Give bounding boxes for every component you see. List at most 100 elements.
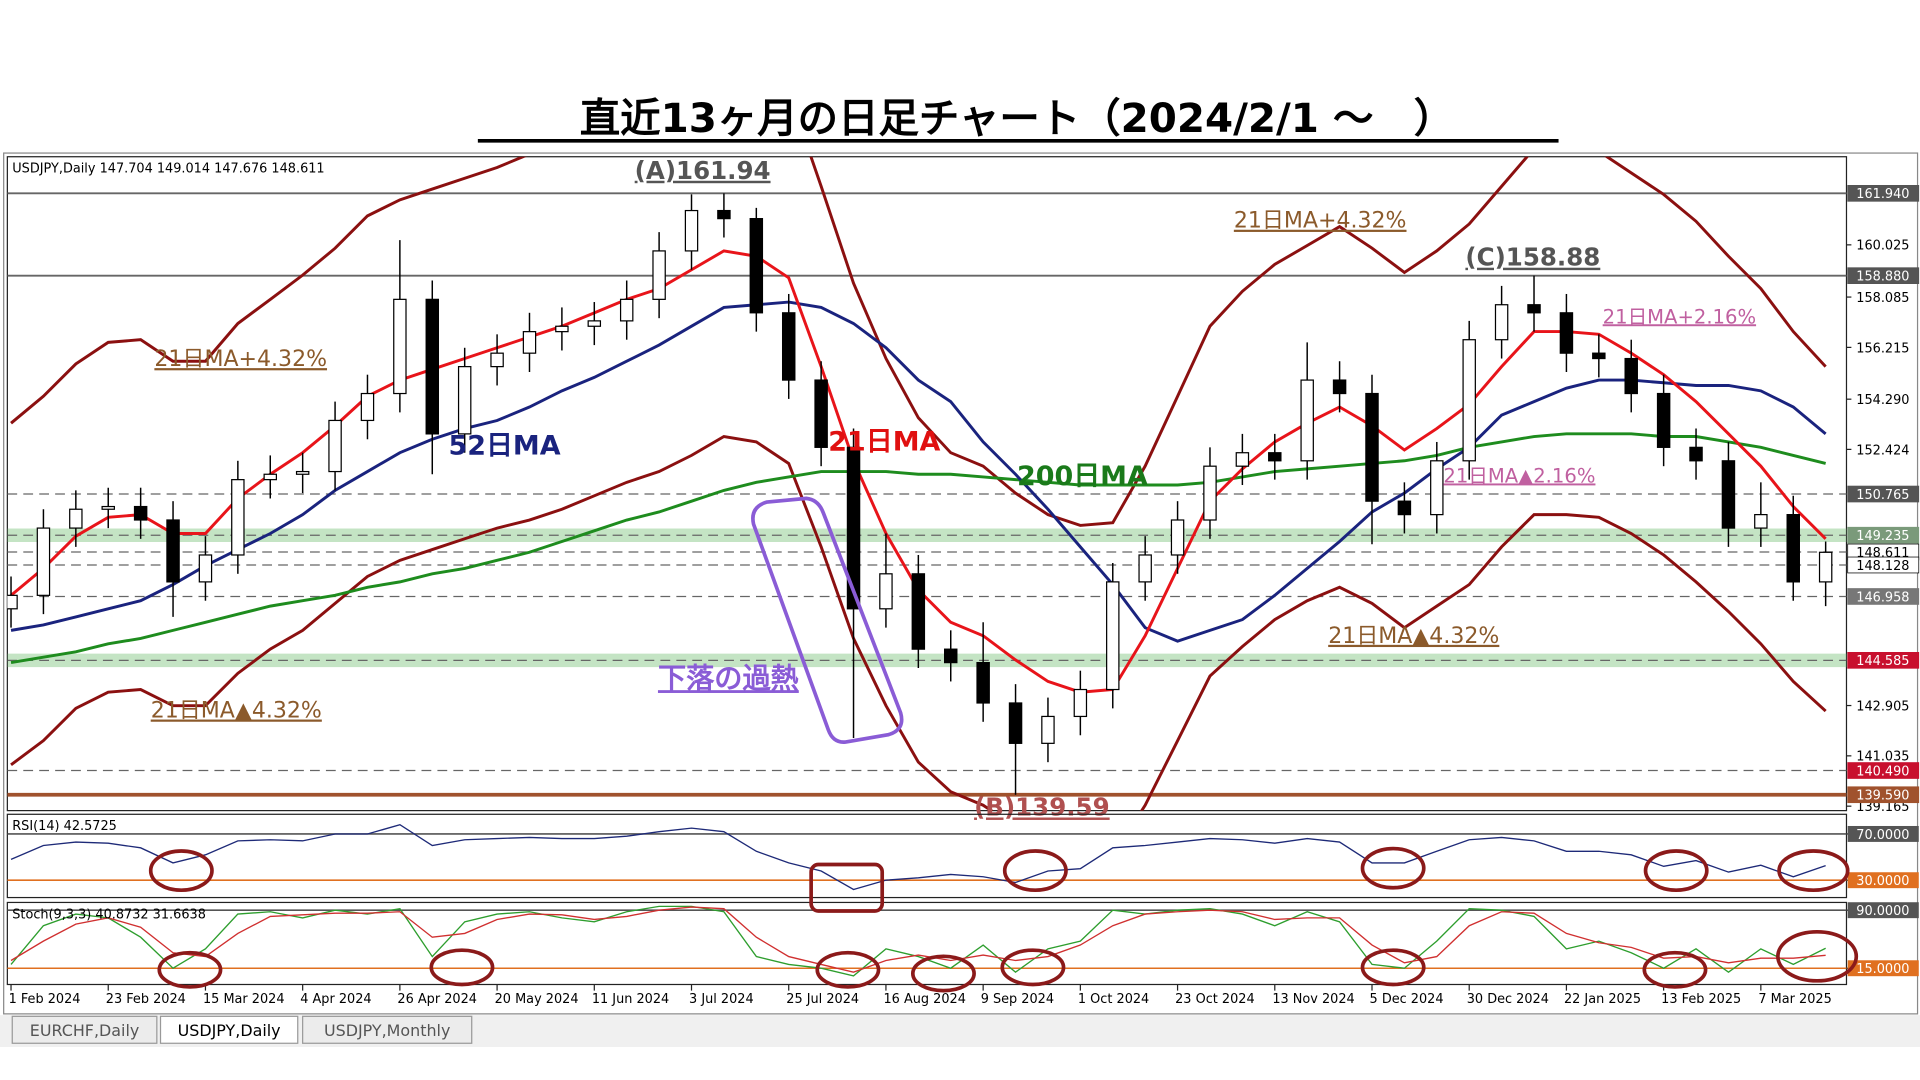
x-tick-label: 23 Feb 2024: [106, 992, 186, 1007]
candle-body: [717, 209, 731, 220]
annotation: 200日MA: [1017, 461, 1148, 492]
highlight-circle: [1002, 849, 1068, 893]
candle-body: [1592, 352, 1606, 360]
highlight-circle: [148, 849, 214, 893]
candle-body: [619, 298, 634, 322]
axis-label-box: [1847, 902, 1919, 919]
candle-body: [425, 298, 440, 435]
annotation: 21日MA▲2.16%: [1443, 464, 1595, 487]
y-tick-label: 90.0000: [1856, 904, 1909, 919]
candle-body: [1462, 339, 1476, 462]
y-tick-label: 154.290: [1856, 393, 1909, 408]
annotation: 21日MA+2.16%: [1603, 305, 1756, 328]
series-line: [10, 432, 1827, 665]
x-tick-label: 13 Nov 2024: [1272, 992, 1354, 1007]
candle-body: [7, 594, 18, 610]
candle-body: [101, 505, 115, 510]
candle-body: [1721, 460, 1736, 529]
y-tick-label: 139.165: [1856, 800, 1909, 815]
panel-plot: [7, 905, 1847, 977]
candle-body: [555, 325, 569, 333]
candle-body: [166, 519, 180, 583]
annotation: 52日MA: [448, 430, 560, 461]
candle-body: [1397, 500, 1412, 516]
candle-body: [1559, 312, 1574, 354]
level-label-box: [1847, 526, 1920, 544]
candle-body: [393, 298, 407, 395]
tab-label: USDJPY,Monthly: [324, 1021, 450, 1040]
annotation: (C)158.88: [1465, 243, 1600, 272]
terminal-frame: [3, 152, 1919, 1015]
x-tick-label: 5 Dec 2024: [1370, 992, 1444, 1007]
tab-label: USDJPY,Daily: [178, 1021, 281, 1040]
x-tick-label: 30 Dec 2024: [1467, 992, 1549, 1007]
highlight-circle: [1360, 948, 1426, 987]
highlight-circle: [429, 948, 495, 987]
candle-body: [1235, 452, 1250, 467]
annotation: (B)139.59: [974, 793, 1110, 822]
panel-plot: [7, 823, 1847, 891]
level-label-box: [1847, 762, 1920, 779]
y-tick-label: 152.424: [1856, 443, 1909, 458]
highlight-circle: [157, 950, 223, 989]
series-line: [10, 905, 1826, 977]
highlight-circle: [1000, 948, 1066, 987]
panel-frame: [6, 813, 1848, 899]
y-tick-label: 70.0000: [1856, 828, 1909, 843]
highlight-circle: [1776, 930, 1859, 983]
candle-body: [976, 662, 990, 704]
x-tick-label: 9 Sep 2024: [981, 992, 1054, 1007]
panel-plot: [7, 156, 1847, 811]
candle-body: [911, 573, 926, 650]
y-tick-label: 142.905: [1856, 699, 1909, 714]
highlight-circle: [1643, 849, 1709, 893]
axis-label-box: [1847, 960, 1919, 977]
candle-body: [1786, 514, 1800, 583]
panel-header: RSI(14) 42.5725: [12, 819, 117, 834]
candle-body: [1430, 460, 1444, 516]
candle-body: [749, 218, 764, 314]
level-label: 158.880: [1856, 270, 1909, 285]
candle-body: [1527, 304, 1541, 314]
candle-body: [133, 505, 148, 521]
series-line: [10, 906, 1826, 973]
candle-body: [1754, 514, 1768, 529]
candle-body: [522, 331, 537, 354]
candle-body: [1106, 581, 1120, 691]
level-label: 150.765: [1856, 488, 1909, 503]
highlight-box: [751, 496, 904, 744]
level-label-box: [1847, 556, 1920, 574]
x-tick-label: 16 Aug 2024: [883, 992, 965, 1007]
candle-body: [1008, 702, 1023, 744]
annotation: 21日MA+4.32%: [1234, 209, 1407, 234]
highlight-circle: [1360, 846, 1426, 890]
level-label-box: [1847, 485, 1920, 503]
axis-label-box: [1847, 872, 1919, 889]
annotation: 21日MA▲4.32%: [151, 699, 322, 724]
y-tick-label: 30.0000: [1856, 874, 1909, 889]
candle-body: [360, 392, 375, 422]
annotation: 21日MA: [828, 427, 940, 458]
tab: [11, 1015, 158, 1044]
highlight-circle: [910, 954, 976, 993]
series-line: [10, 156, 1827, 527]
highlight-circle: [1777, 849, 1850, 893]
level-label: 139.590: [1856, 789, 1909, 804]
x-tick-label: 26 Apr 2024: [397, 992, 477, 1007]
candle-body: [781, 312, 796, 381]
x-tick-label: 7 Mar 2025: [1758, 992, 1831, 1007]
candle-body: [1494, 304, 1509, 341]
candle-body: [652, 250, 666, 300]
candle-body: [263, 473, 277, 481]
candle-body: [69, 508, 83, 529]
level-label-box: [1847, 267, 1920, 284]
annotation: 下落の過熱: [658, 662, 799, 695]
annotation: (A)161.94: [635, 156, 771, 185]
y-tick-label: 160.025: [1856, 239, 1909, 254]
tab: [159, 1015, 299, 1044]
level-label: 149.235: [1856, 529, 1909, 544]
level-label: 161.940: [1856, 187, 1909, 202]
candle-body: [1365, 392, 1379, 502]
